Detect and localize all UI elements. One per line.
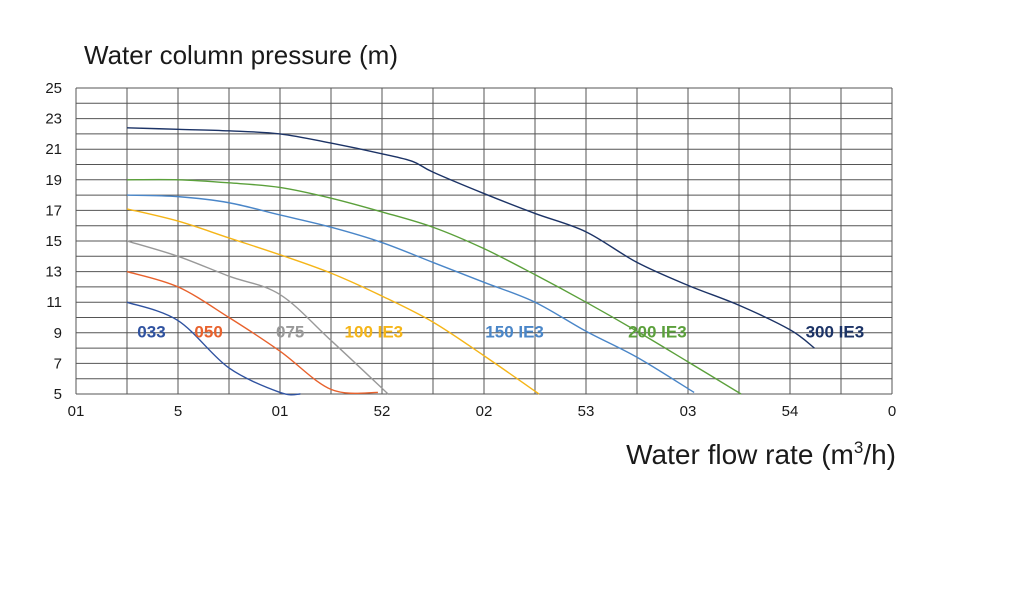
x-tick-label: 53 [578, 403, 595, 420]
y-axis-label: Water column pressure (m) [84, 40, 398, 70]
x-axis-label-main: Water flow rate (m [626, 439, 854, 470]
y-tick-label: 7 [54, 355, 62, 372]
series-line-033 [126, 301, 301, 396]
series-line-100-ie3 [126, 208, 540, 395]
x-axis-label-superscript: 3 [854, 438, 863, 457]
y-tick-labels: 5 7 9 11 13 15 17 19 21 23 25 [45, 80, 62, 403]
series-line-200-ie3 [126, 178, 742, 395]
series-line-050 [126, 270, 378, 395]
x-tick-labels: 01 5 01 52 02 53 03 54 0 [68, 403, 897, 420]
y-tick-label: 19 [45, 172, 62, 189]
series-labels: 033 050 075 100 IE3 150 IE3 200 IE3 300 IE3 [137, 322, 864, 341]
x-axis-label: Water flow rate (m3/h) [626, 438, 896, 470]
series-label-300-ie3: 300 IE3 [806, 322, 865, 341]
y-tick-label: 9 [54, 325, 62, 342]
series-label-200-ie3: 200 IE3 [628, 322, 687, 341]
series-label-033: 033 [137, 322, 165, 341]
series-line-300-ie3 [126, 127, 815, 349]
series-label-075: 075 [276, 322, 304, 341]
y-tick-label: 11 [46, 294, 62, 311]
y-tick-label: 25 [45, 80, 62, 97]
series-label-050: 050 [194, 322, 222, 341]
grid [75, 87, 893, 395]
series-label-100-ie3: 100 IE3 [345, 322, 404, 341]
series-line-075 [126, 240, 389, 395]
x-tick-label: 5 [174, 403, 182, 420]
y-tick-label: 23 [45, 111, 62, 128]
x-axis-label-end: /h) [863, 439, 896, 470]
y-tick-label: 5 [54, 386, 62, 403]
x-tick-label: 03 [680, 403, 697, 420]
x-tick-label: 52 [374, 403, 391, 420]
y-tick-label: 15 [45, 233, 62, 250]
x-tick-label: 0 [888, 403, 896, 420]
x-tick-label: 54 [782, 403, 799, 420]
y-tick-label: 17 [45, 202, 62, 219]
curves [126, 127, 815, 396]
x-tick-label: 01 [272, 403, 289, 420]
series-line-150-ie3 [126, 194, 695, 394]
x-tick-label: 02 [476, 403, 493, 420]
y-tick-label: 21 [45, 141, 62, 158]
series-label-150-ie3: 150 IE3 [485, 322, 544, 341]
y-tick-label: 13 [45, 264, 62, 281]
x-tick-label: 01 [68, 403, 85, 420]
